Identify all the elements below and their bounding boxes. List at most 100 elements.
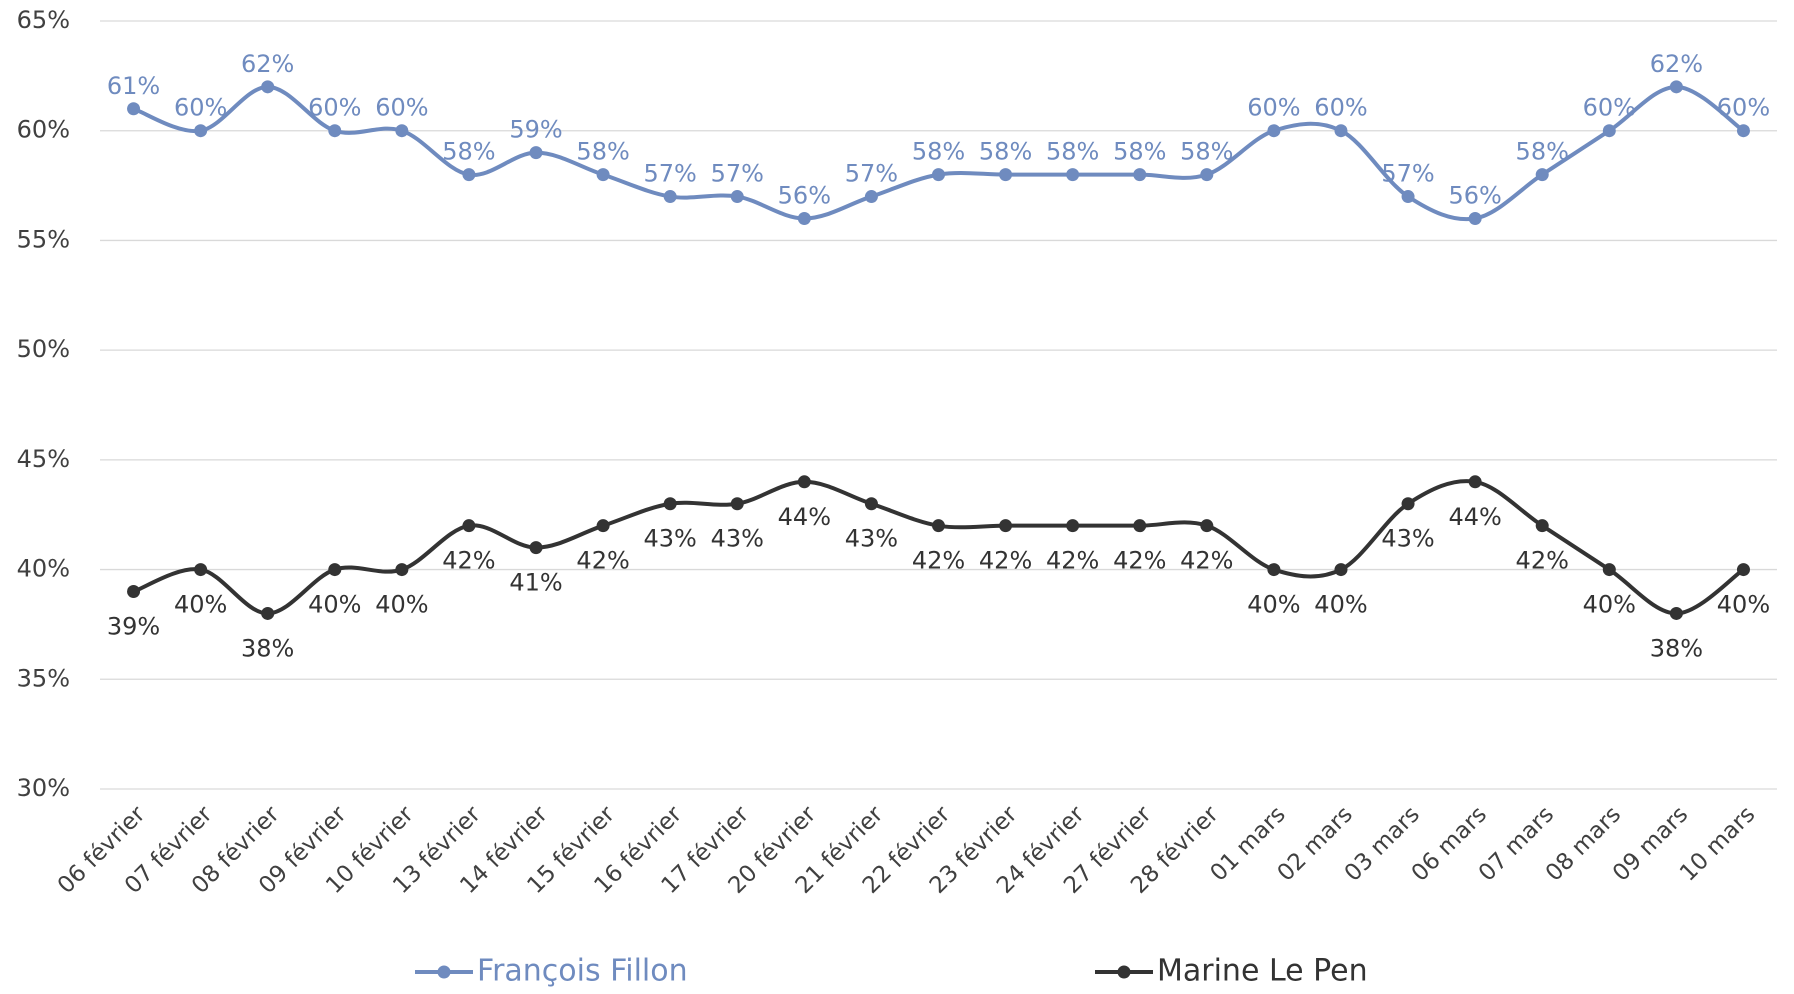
data-point bbox=[999, 519, 1013, 533]
data-label: 59% bbox=[509, 116, 562, 144]
data-point bbox=[127, 585, 141, 599]
y-tick-label: 30% bbox=[17, 774, 70, 802]
y-tick-label: 40% bbox=[17, 555, 70, 583]
data-label: 42% bbox=[1046, 547, 1099, 575]
data-label: 44% bbox=[778, 503, 831, 531]
data-point bbox=[529, 146, 543, 160]
data-label: 58% bbox=[1516, 138, 1569, 166]
data-point bbox=[999, 168, 1013, 182]
data-label: 40% bbox=[308, 591, 361, 619]
data-point bbox=[1133, 519, 1147, 533]
data-point bbox=[1736, 563, 1750, 577]
data-label: 39% bbox=[107, 613, 160, 641]
data-label: 60% bbox=[375, 94, 428, 122]
data-label: 42% bbox=[912, 547, 965, 575]
data-point bbox=[932, 519, 945, 533]
data-point bbox=[1669, 80, 1683, 94]
data-point bbox=[1334, 124, 1348, 138]
data-label: 58% bbox=[1113, 138, 1166, 166]
data-point bbox=[663, 190, 677, 204]
data-point bbox=[328, 563, 342, 577]
data-point bbox=[462, 519, 476, 533]
data-point bbox=[864, 190, 878, 204]
data-label: 42% bbox=[979, 547, 1032, 575]
data-point bbox=[596, 168, 610, 182]
legend-marker bbox=[1117, 965, 1131, 979]
data-label: 43% bbox=[845, 525, 898, 553]
data-label: 57% bbox=[711, 160, 764, 188]
y-tick-label: 45% bbox=[17, 445, 70, 473]
y-tick-label: 60% bbox=[17, 116, 70, 144]
legend-marker bbox=[437, 965, 451, 979]
data-label: 61% bbox=[107, 72, 160, 100]
data-point bbox=[1602, 563, 1616, 577]
data-label: 42% bbox=[442, 547, 495, 575]
data-label: 58% bbox=[1046, 138, 1099, 166]
data-point bbox=[1200, 519, 1214, 533]
data-label: 40% bbox=[174, 591, 227, 619]
data-label: 40% bbox=[1314, 591, 1367, 619]
x-tick-label: 10 mars bbox=[1675, 801, 1760, 886]
data-label: 40% bbox=[375, 591, 428, 619]
data-label: 42% bbox=[1113, 547, 1166, 575]
data-point bbox=[1468, 475, 1482, 489]
data-point bbox=[1401, 190, 1415, 204]
data-point bbox=[1066, 519, 1080, 533]
data-label: 58% bbox=[912, 138, 965, 166]
data-label: 42% bbox=[576, 547, 629, 575]
data-point bbox=[529, 541, 543, 555]
data-label: 44% bbox=[1448, 503, 1501, 531]
data-point bbox=[328, 124, 342, 138]
data-label: 57% bbox=[1381, 160, 1434, 188]
data-point bbox=[395, 124, 409, 138]
data-label: 42% bbox=[1516, 547, 1569, 575]
data-point bbox=[261, 606, 275, 620]
data-label: 58% bbox=[979, 138, 1032, 166]
data-point bbox=[730, 190, 744, 204]
data-label: 62% bbox=[1650, 50, 1703, 78]
data-label: 42% bbox=[1180, 547, 1233, 575]
data-point bbox=[127, 102, 141, 116]
data-point bbox=[596, 519, 610, 533]
data-point bbox=[194, 124, 208, 138]
data-label: 56% bbox=[778, 181, 831, 209]
data-point bbox=[730, 497, 744, 511]
data-label: 60% bbox=[174, 94, 227, 122]
y-tick-label: 35% bbox=[17, 664, 70, 692]
data-point bbox=[395, 563, 409, 577]
y-tick-label: 55% bbox=[17, 225, 70, 253]
data-label: 58% bbox=[576, 138, 629, 166]
data-label: 40% bbox=[1247, 591, 1300, 619]
data-label: 40% bbox=[1583, 591, 1636, 619]
data-label: 38% bbox=[1650, 634, 1703, 662]
data-point bbox=[1133, 168, 1147, 182]
data-label: 60% bbox=[1314, 94, 1367, 122]
data-point bbox=[864, 497, 878, 511]
data-label: 56% bbox=[1448, 181, 1501, 209]
data-point bbox=[932, 168, 945, 182]
data-label: 60% bbox=[1717, 94, 1770, 122]
data-point bbox=[261, 80, 275, 94]
data-label: 43% bbox=[711, 525, 764, 553]
legend-label: François Fillon bbox=[477, 954, 688, 989]
data-label: 43% bbox=[644, 525, 697, 553]
y-tick-label: 65% bbox=[17, 6, 70, 34]
data-point bbox=[462, 168, 476, 182]
data-label: 60% bbox=[1583, 94, 1636, 122]
data-point bbox=[1200, 168, 1214, 182]
data-point bbox=[1669, 606, 1683, 620]
data-point bbox=[797, 211, 811, 225]
data-label: 40% bbox=[1717, 591, 1770, 619]
data-point bbox=[1535, 168, 1549, 182]
data-point bbox=[1535, 519, 1549, 533]
y-tick-label: 50% bbox=[17, 335, 70, 363]
data-label: 43% bbox=[1381, 525, 1434, 553]
data-label: 62% bbox=[241, 50, 294, 78]
data-point bbox=[1066, 168, 1080, 182]
data-point bbox=[797, 475, 811, 489]
data-point bbox=[194, 563, 208, 577]
data-point bbox=[663, 497, 677, 511]
data-point bbox=[1736, 124, 1750, 138]
data-label: 57% bbox=[644, 160, 697, 188]
